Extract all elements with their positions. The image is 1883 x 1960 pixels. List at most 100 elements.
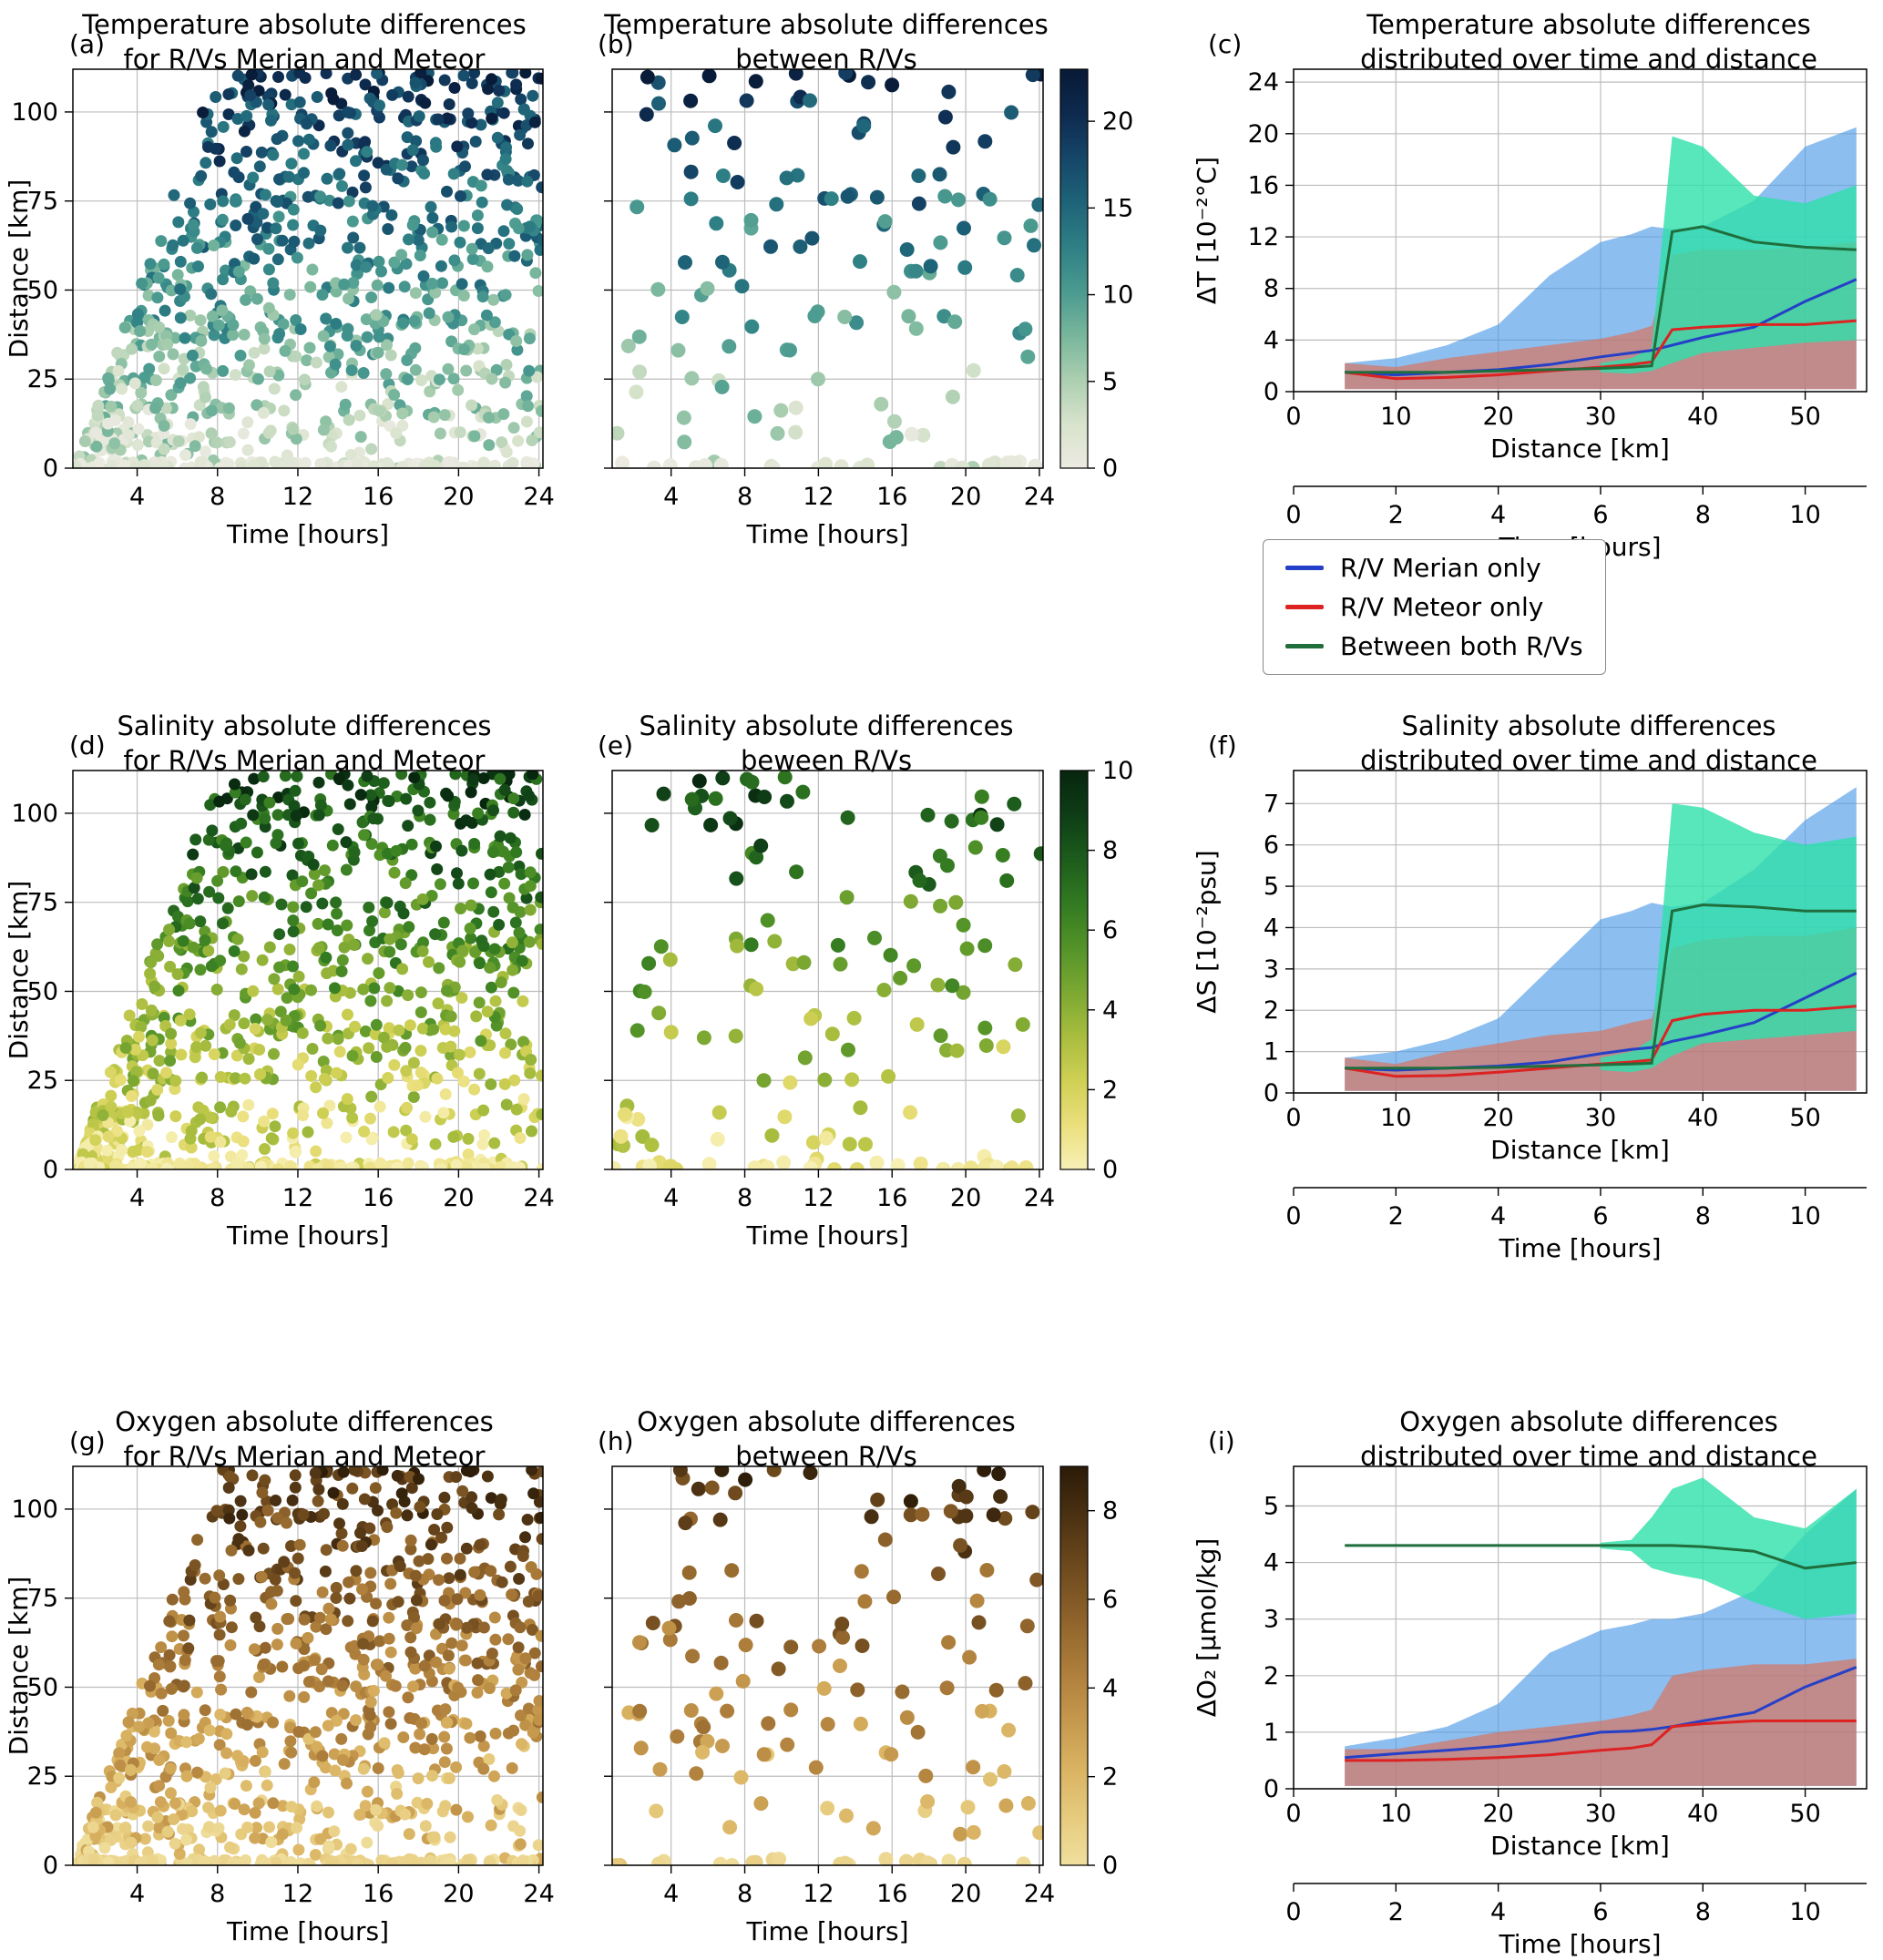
- svg-text:2: 2: [1388, 1898, 1404, 1926]
- legend-item-merian: R/V Merian only: [1285, 553, 1583, 583]
- svg-text:8: 8: [737, 1880, 752, 1908]
- svg-text:Time [hours]: Time [hours]: [746, 1916, 909, 1946]
- svg-text:20: 20: [443, 1880, 474, 1908]
- svg-text:Distance [km]: Distance [km]: [4, 1577, 34, 1756]
- svg-text:16: 16: [363, 483, 394, 511]
- panel-label-i: (i): [1208, 1426, 1235, 1456]
- svg-text:20: 20: [950, 483, 981, 511]
- svg-text:2: 2: [1264, 996, 1279, 1025]
- svg-text:0: 0: [1264, 1079, 1279, 1108]
- svg-text:2: 2: [1388, 1202, 1404, 1230]
- svg-text:5: 5: [1264, 1492, 1279, 1520]
- legend-label-meteor: R/V Meteor only: [1340, 592, 1544, 622]
- panel-label-e: (e): [598, 730, 634, 761]
- svg-text:10: 10: [1380, 403, 1411, 431]
- svg-text:4: 4: [1490, 501, 1506, 529]
- panel-label-c: (c): [1208, 29, 1243, 59]
- svg-text:4: 4: [663, 1184, 679, 1212]
- svg-text:24: 24: [1024, 1184, 1055, 1212]
- svg-text:0: 0: [1285, 1202, 1301, 1230]
- svg-text:15: 15: [1102, 194, 1133, 222]
- svg-text:20: 20: [1482, 403, 1513, 431]
- svg-text:Distance [km]: Distance [km]: [4, 179, 34, 359]
- svg-text:10: 10: [1789, 1202, 1820, 1230]
- svg-text:1: 1: [1264, 1038, 1279, 1067]
- svg-text:20: 20: [1248, 120, 1279, 148]
- svg-text:12: 12: [803, 1880, 834, 1908]
- panel-a-scatter: 4 8 12 16 20 24 0 25 50 75 100 Time [hours] Distance…: [4, 68, 555, 549]
- svg-text:2: 2: [1102, 1076, 1118, 1104]
- svg-text:24: 24: [1248, 68, 1279, 97]
- svg-text:30: 30: [1585, 1800, 1616, 1828]
- legend-item-between: Between both R/Vs: [1285, 631, 1583, 661]
- svg-text:8: 8: [1102, 837, 1118, 865]
- svg-text:75: 75: [27, 188, 58, 216]
- svg-text:24: 24: [523, 1880, 554, 1908]
- svg-text:40: 40: [1687, 403, 1718, 431]
- svg-text:4: 4: [129, 1880, 145, 1908]
- svg-text:7: 7: [1264, 790, 1279, 818]
- panel-b-scatter: 4 8 12 16 20 24 Time [hours]: [604, 68, 1055, 549]
- title-panel-d: Salinity absolute differences for R/Vs Me…: [117, 710, 492, 776]
- svg-text:0: 0: [1264, 1775, 1279, 1803]
- svg-text:5: 5: [1264, 873, 1279, 901]
- svg-text:12: 12: [803, 1184, 834, 1212]
- svg-text:16: 16: [876, 483, 907, 511]
- svg-text:20: 20: [443, 1184, 474, 1212]
- svg-text:8: 8: [210, 1880, 225, 1908]
- svg-text:8: 8: [210, 483, 225, 511]
- svg-text:100: 100: [11, 1496, 58, 1524]
- panel-e-scatter: 4 8 12 16 20 24 Time [hours]: [604, 770, 1055, 1251]
- svg-text:12: 12: [282, 483, 313, 511]
- svg-text:0: 0: [1285, 1898, 1301, 1926]
- svg-text:50: 50: [1789, 1800, 1820, 1828]
- svg-text:0: 0: [1285, 1800, 1301, 1828]
- svg-text:12: 12: [1248, 223, 1279, 251]
- svg-text:1: 1: [1264, 1719, 1279, 1747]
- svg-text:8: 8: [737, 1184, 752, 1212]
- panel-label-a: (a): [69, 29, 106, 59]
- panel-label-d: (d): [69, 730, 106, 761]
- svg-text:8: 8: [1695, 1202, 1711, 1230]
- legend: R/V Merian only R/V Meteor only Between …: [1263, 539, 1606, 675]
- svg-text:50: 50: [27, 276, 58, 304]
- svg-text:6: 6: [1102, 1586, 1118, 1614]
- svg-text:3: 3: [1264, 955, 1279, 984]
- svg-text:24: 24: [1024, 483, 1055, 511]
- svg-text:20: 20: [1102, 107, 1133, 136]
- svg-text:Distance [km]: Distance [km]: [4, 881, 34, 1060]
- svg-text:24: 24: [1024, 1880, 1055, 1908]
- panel-label-g: (g): [69, 1426, 106, 1456]
- svg-text:10: 10: [1380, 1800, 1411, 1828]
- svg-text:24: 24: [523, 1184, 554, 1212]
- svg-text:6: 6: [1592, 1898, 1608, 1926]
- svg-text:0: 0: [1102, 1852, 1118, 1880]
- svg-text:16: 16: [363, 1880, 394, 1908]
- svg-text:10: 10: [1789, 501, 1820, 529]
- svg-text:20: 20: [950, 1184, 981, 1212]
- svg-text:8: 8: [1264, 275, 1279, 303]
- svg-text:Time [hours]: Time [hours]: [746, 1220, 909, 1251]
- svg-text:4: 4: [1264, 326, 1279, 354]
- svg-text:Time [hours]: Time [hours]: [226, 519, 389, 549]
- svg-text:0: 0: [1285, 1104, 1301, 1132]
- merian-line-swatch: [1285, 566, 1324, 570]
- svg-text:6: 6: [1102, 916, 1118, 944]
- svg-text:20: 20: [1482, 1800, 1513, 1828]
- svg-text:5: 5: [1102, 368, 1118, 396]
- svg-text:8: 8: [737, 483, 752, 511]
- svg-text:20: 20: [443, 483, 474, 511]
- svg-text:Distance [km]: Distance [km]: [1490, 1831, 1670, 1861]
- svg-text:16: 16: [363, 1184, 394, 1212]
- svg-text:25: 25: [27, 1762, 58, 1791]
- svg-text:10: 10: [1102, 757, 1133, 785]
- panel-label-b: (b): [598, 29, 634, 59]
- panel-g-scatter: 4 8 12 16 20 24 0 25 50 75 100 Time [hours] Distance…: [4, 1465, 555, 1946]
- svg-text:2: 2: [1264, 1662, 1279, 1690]
- svg-text:20: 20: [1482, 1104, 1513, 1132]
- panel-h-scatter: 4 8 12 16 20 24 Time [hours]: [604, 1465, 1055, 1946]
- meteor-line-swatch: [1285, 605, 1324, 609]
